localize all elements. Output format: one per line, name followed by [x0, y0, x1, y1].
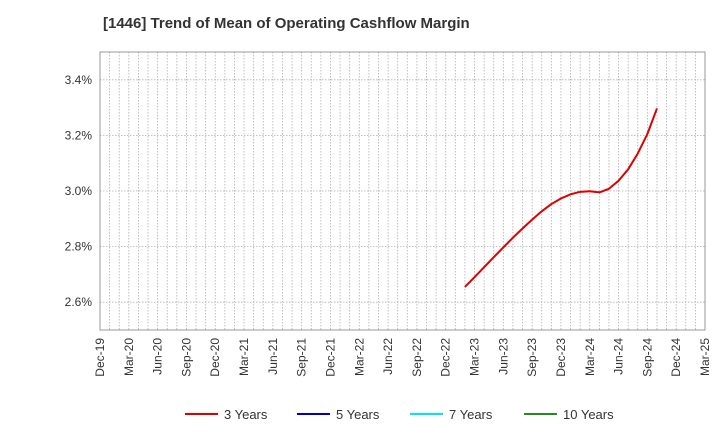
- grid-layer: [100, 52, 705, 330]
- x-tick-label: Mar-23: [468, 338, 482, 376]
- legend-label-5-years: 5 Years: [336, 407, 380, 422]
- series-layer: [464, 108, 658, 288]
- plot-frame: [99, 51, 706, 331]
- x-tick-label: Mar-24: [583, 338, 597, 376]
- series-line-3-years: [464, 108, 658, 288]
- chart-title: [1446] Trend of Mean of Operating Cashfl…: [103, 15, 470, 32]
- x-tick-label: Sep-20: [179, 338, 193, 377]
- x-tick-label: Sep-23: [525, 338, 539, 377]
- x-tick-label: Dec-24: [669, 338, 683, 377]
- x-tick-label: Jun-24: [612, 338, 626, 375]
- x-tick-label: Dec-19: [93, 338, 107, 377]
- x-tick-label: Mar-20: [122, 338, 136, 376]
- legend-label-7-years: 7 Years: [449, 407, 493, 422]
- legend: 3 Years 5 Years 7 Years 10 Years: [185, 407, 614, 422]
- y-tick-label: 3.4%: [65, 73, 93, 87]
- y-tick-label: 2.6%: [65, 295, 93, 309]
- y-tick-label: 3.0%: [65, 184, 93, 198]
- legend-label-3-years: 3 Years: [224, 407, 268, 422]
- x-tick-label: Sep-24: [640, 338, 654, 377]
- x-tick-label: Jun-21: [266, 338, 280, 375]
- x-tick-label: Sep-21: [295, 338, 309, 377]
- y-tick-label: 3.2%: [65, 128, 93, 142]
- y-tick-labels: 2.6% 2.8% 3.0% 3.2% 3.4%: [65, 73, 93, 309]
- legend-label-10-years: 10 Years: [563, 407, 614, 422]
- y-tick-label: 2.8%: [65, 240, 93, 254]
- x-tick-labels: Dec-19 Mar-20 Jun-20 Sep-20 Dec-20 Mar-21 Jun-…: [93, 338, 712, 377]
- x-tick-label: Sep-22: [410, 338, 424, 377]
- x-tick-label: Jun-22: [381, 338, 395, 375]
- x-tick-label: Mar-25: [698, 338, 712, 376]
- x-tick-label: Dec-21: [323, 338, 337, 377]
- x-tick-label: Jun-23: [496, 338, 510, 375]
- x-tick-label: Dec-23: [554, 338, 568, 377]
- x-tick-label: Jun-20: [151, 338, 165, 375]
- x-tick-label: Mar-21: [237, 338, 251, 376]
- x-tick-label: Mar-22: [352, 338, 366, 376]
- x-tick-label: Dec-20: [208, 338, 222, 377]
- x-tick-label: Dec-22: [439, 338, 453, 377]
